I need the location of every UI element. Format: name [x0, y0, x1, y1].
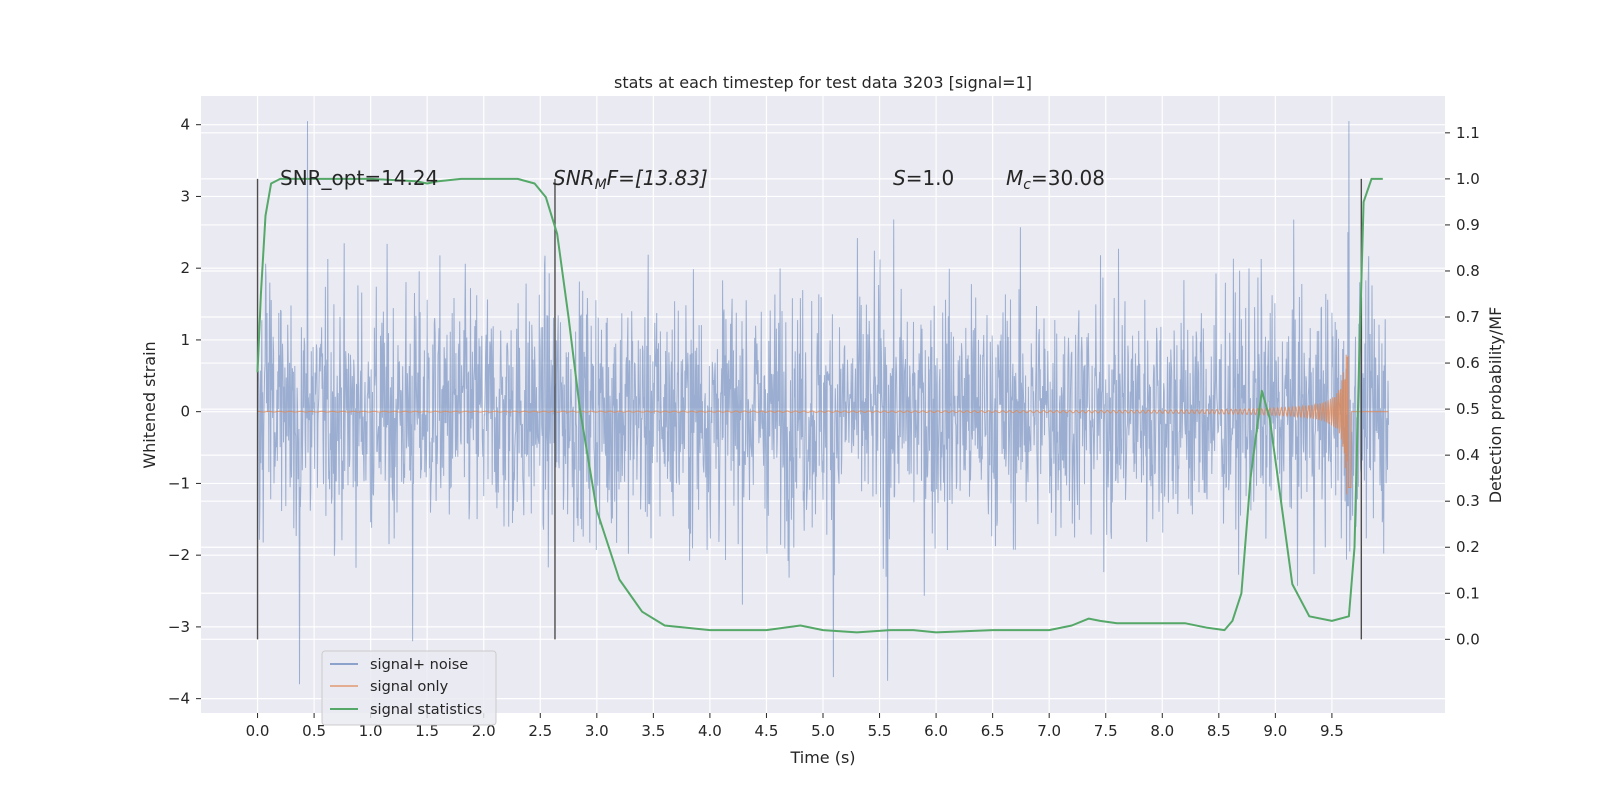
y-left-tick-labels: 4 3 2 1 0 −1 −2 −3 −4: [168, 116, 201, 708]
y-left-tick-label: 2: [180, 259, 190, 277]
noise-series: [257, 121, 1389, 685]
x-tick-label: 8.5: [1207, 722, 1231, 740]
y-left-axis-label: Whitened strain: [140, 341, 159, 468]
y-right-tick-label: 0.1: [1456, 584, 1480, 602]
x-tick-label: 0.5: [302, 722, 326, 740]
y-right-axis-label: Detection probability/MF: [1486, 307, 1505, 504]
legend-label-noise: signal+ noise: [370, 657, 468, 673]
y-right-tick-label: 0.9: [1456, 216, 1480, 234]
x-tick-label: 4.5: [755, 722, 779, 740]
x-axis-label: Time (s): [789, 748, 855, 767]
x-tick-labels: 0.0 0.5 1.0 1.5 2.0 2.5 3.0 3.5 4.0 4.5 5.0 5.5 6.0 6…: [246, 713, 1344, 740]
y-left-tick-label: −4: [168, 690, 190, 708]
y-left-tick-label: 3: [180, 187, 190, 205]
x-tick-label: 6.5: [981, 722, 1005, 740]
y-right-tick-label: 0.4: [1456, 446, 1480, 464]
x-tick-label: 5.5: [868, 722, 892, 740]
x-tick-label: 1.5: [415, 722, 439, 740]
y-left-tick-label: 0: [180, 403, 190, 421]
x-tick-label: 1.0: [359, 722, 383, 740]
y-right-tick-label: 0.6: [1456, 354, 1480, 372]
legend-label-statistics: signal statistics: [370, 702, 482, 718]
x-tick-label: 6.0: [924, 722, 948, 740]
y-left-tick-label: −1: [168, 474, 190, 492]
statistics-line: [256, 177, 1383, 634]
y-right-tick-label: 1.0: [1456, 170, 1480, 188]
y-right-tick-label: 0.3: [1456, 492, 1480, 510]
noise-trace: [257, 121, 1389, 685]
annotation-snr-opt: SNR_opt=14.24: [280, 166, 438, 190]
x-tick-label: 5.0: [811, 722, 835, 740]
x-tick-label: 7.0: [1037, 722, 1061, 740]
y-right-tick-labels: 1.1 1.0 0.9 0.8 0.7 0.6 0.5 0.4 0.3 0.2 0.1 0.0: [1445, 124, 1480, 648]
legend-label-signal: signal only: [370, 679, 449, 695]
y-left-tick-label: 1: [180, 331, 190, 349]
x-tick-label: 9.0: [1263, 722, 1287, 740]
signal-trace: [257, 354, 1389, 495]
y-left-tick-label: −3: [168, 618, 190, 636]
y-right-tick-label: 0.8: [1456, 262, 1480, 280]
annotation-snr-mf: SNRMF=[13.83]: [553, 166, 708, 193]
y-right-tick-label: 0.5: [1456, 400, 1480, 418]
x-tick-label: 2.5: [528, 722, 552, 740]
x-tick-label: 8.0: [1150, 722, 1174, 740]
x-tick-label: 7.5: [1094, 722, 1118, 740]
x-tick-label: 2.0: [472, 722, 496, 740]
y-right-tick-label: 0.2: [1456, 538, 1480, 556]
y-right-tick-label: 0.0: [1456, 630, 1480, 648]
x-tick-label: 4.0: [698, 722, 722, 740]
annotation-mc: Mc=30.08: [1006, 166, 1105, 193]
legend: signal+ noise signal only signal statist…: [321, 650, 497, 726]
legend-box: [321, 650, 497, 726]
statistics-series: [256, 177, 1383, 634]
x-tick-label: 9.5: [1320, 722, 1344, 740]
y-left-tick-label: −2: [168, 546, 190, 564]
signal-series: [257, 354, 1389, 495]
chart-title: stats at each timestep for test data 320…: [614, 73, 1032, 92]
x-tick-label: 0.0: [246, 722, 270, 740]
x-tick-label: 3.5: [641, 722, 665, 740]
x-tick-label: 3.0: [585, 722, 609, 740]
y-left-tick-label: 4: [180, 116, 190, 134]
y-right-tick-label: 0.7: [1456, 308, 1480, 326]
annotation-s: S=1.0: [893, 166, 954, 190]
y-right-tick-label: 1.1: [1456, 124, 1480, 142]
